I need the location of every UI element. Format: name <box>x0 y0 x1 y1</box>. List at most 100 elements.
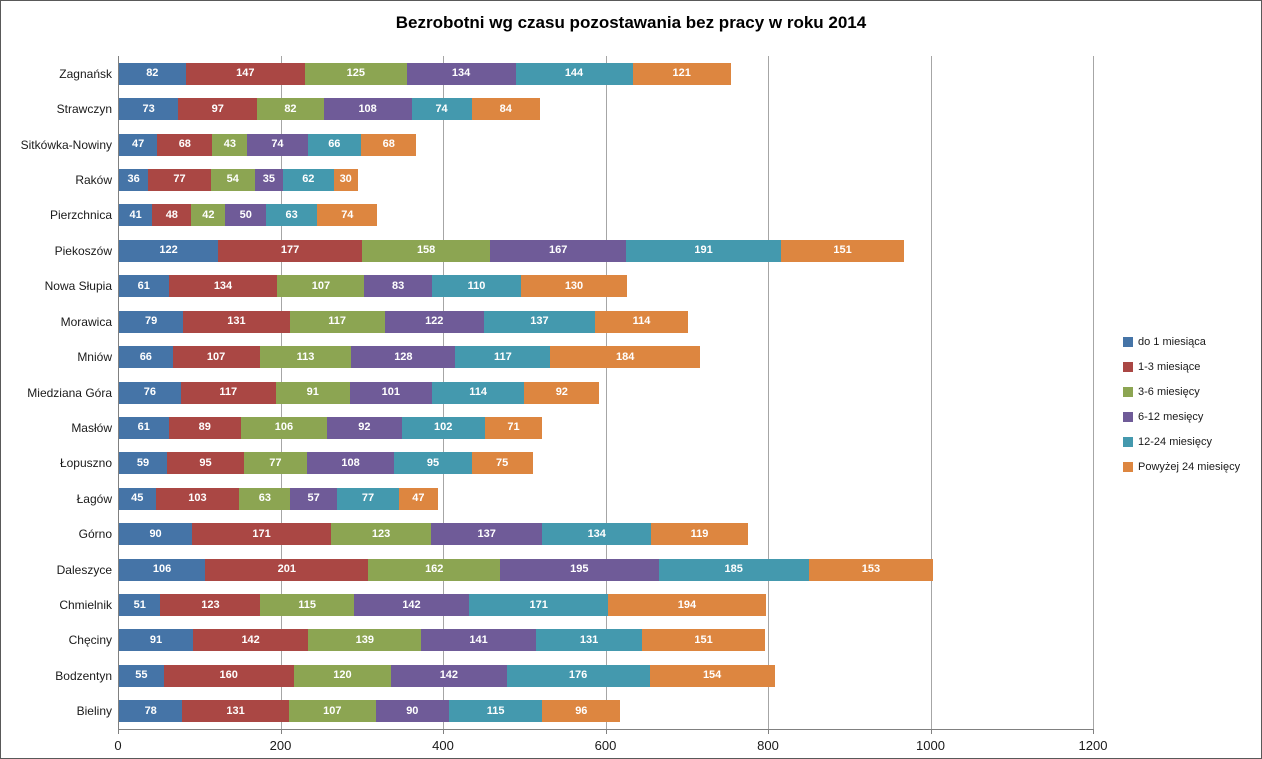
value-label: 201 <box>277 563 296 576</box>
x-tick-mark <box>443 729 444 734</box>
value-label: 131 <box>579 633 599 646</box>
bar-segment: 107 <box>288 700 376 723</box>
bar-segment: 36 <box>119 168 149 191</box>
bar-segment: 115 <box>448 700 543 723</box>
legend-swatch <box>1123 436 1133 447</box>
category-label: Bieliny <box>76 704 112 719</box>
value-label: 82 <box>146 67 159 80</box>
bar-segment: 96 <box>542 700 621 723</box>
bar-segment: 139 <box>308 629 422 652</box>
category-label: Masłów <box>71 420 112 435</box>
value-label: 76 <box>143 386 156 398</box>
value-label: 107 <box>323 704 342 717</box>
value-label: 55 <box>135 669 148 682</box>
legend-item: 1-3 miesiące <box>1123 354 1240 379</box>
value-label: 82 <box>284 102 297 115</box>
x-tick-mark <box>768 729 769 734</box>
value-label: 78 <box>144 704 157 717</box>
legend-swatch <box>1123 386 1133 397</box>
bar-segment: 77 <box>148 168 211 191</box>
bar-segment: 82 <box>119 62 186 85</box>
value-label: 130 <box>564 279 584 292</box>
category-label: Mniów <box>77 350 112 365</box>
bar-segment: 134 <box>406 62 516 85</box>
value-label: 42 <box>202 208 215 221</box>
bar-segment: 201 <box>205 558 369 581</box>
value-label: 153 <box>861 563 881 576</box>
bar-segment: 97 <box>178 98 258 121</box>
bar-segment: 131 <box>182 700 289 723</box>
value-label: 68 <box>382 138 395 151</box>
bar-segment: 194 <box>608 594 766 617</box>
bar-row: 66 107 113 128 117 184 <box>119 346 1094 369</box>
bar-row: 76 117 91 101 114 92 <box>119 381 1094 404</box>
bar-segment: 171 <box>469 594 609 617</box>
legend-item: Powyżej 24 miesięcy <box>1123 454 1240 479</box>
bar-segment: 89 <box>168 416 241 439</box>
value-label: 45 <box>131 492 144 505</box>
bar-row: 51 123 115 142 171 194 <box>119 594 1094 617</box>
value-label: 36 <box>127 173 140 186</box>
value-label: 142 <box>241 633 260 646</box>
bar-segment: 92 <box>327 416 402 439</box>
value-label: 90 <box>149 527 162 540</box>
value-label: 191 <box>694 244 713 257</box>
value-label: 117 <box>219 386 238 398</box>
bar-row: 90 171 123 137 134 119 <box>119 523 1094 546</box>
value-label: 125 <box>346 67 366 80</box>
legend-item: 3-6 miesięcy <box>1123 379 1240 404</box>
bar-segment: 119 <box>651 523 748 546</box>
x-tick-label: 800 <box>757 738 779 753</box>
value-label: 57 <box>307 492 320 505</box>
category-label: Łopuszno <box>59 456 112 471</box>
bar-segment: 107 <box>172 346 260 369</box>
value-label: 107 <box>206 350 226 363</box>
category-label: Łagów <box>76 491 112 506</box>
value-label: 108 <box>358 102 377 115</box>
bar-segment: 162 <box>368 558 501 581</box>
bar-segment: 77 <box>336 487 400 510</box>
value-label: 122 <box>159 244 178 257</box>
x-tick-mark <box>605 729 607 734</box>
value-label: 176 <box>568 669 588 682</box>
value-label: 151 <box>833 244 852 257</box>
category-label: Piekoszów <box>54 243 112 258</box>
bar-segment: 121 <box>632 62 731 85</box>
bar-segment: 123 <box>160 594 261 617</box>
x-tick-mark <box>118 729 119 734</box>
bar-segment: 137 <box>483 310 596 333</box>
value-label: 92 <box>358 421 371 434</box>
bar-row: 73 97 82 108 74 84 <box>119 98 1094 121</box>
bar-segment: 101 <box>349 381 432 404</box>
category-label: Raków <box>75 172 112 187</box>
bar-segment: 123 <box>331 523 431 546</box>
value-label: 75 <box>495 456 509 469</box>
bar-segment: 108 <box>323 98 412 121</box>
bar-segment: 71 <box>484 416 543 439</box>
legend-swatch <box>1123 461 1133 472</box>
bar-segment: 142 <box>391 664 507 687</box>
bar-segment: 63 <box>239 487 291 510</box>
value-label: 134 <box>213 279 233 292</box>
bar-segment: 62 <box>283 168 334 191</box>
bar-segment: 117 <box>455 346 551 369</box>
bar-segment: 54 <box>210 168 255 191</box>
bar-segment: 151 <box>642 629 765 652</box>
bar-segment: 74 <box>411 98 472 121</box>
bar-segment: 106 <box>240 416 327 439</box>
bar-row: 122 177 158 167 191 151 <box>119 239 1094 262</box>
value-label: 151 <box>694 633 713 646</box>
x-tick-mark <box>1093 729 1094 734</box>
value-label: 107 <box>311 279 331 292</box>
value-label: 137 <box>477 527 496 540</box>
bar-segment: 160 <box>163 664 294 687</box>
bar-segment: 176 <box>506 664 650 687</box>
bar-segment: 83 <box>364 275 432 298</box>
value-label: 91 <box>149 633 163 646</box>
bar-segment: 107 <box>277 275 365 298</box>
plot-area: 82 147 125 134 144 121 73 97 82 108 74 84 47 68 43 74 66… <box>118 56 1094 734</box>
bar-segment: 61 <box>119 275 169 298</box>
value-label: 106 <box>152 563 172 576</box>
bar-segment: 59 <box>119 452 167 475</box>
